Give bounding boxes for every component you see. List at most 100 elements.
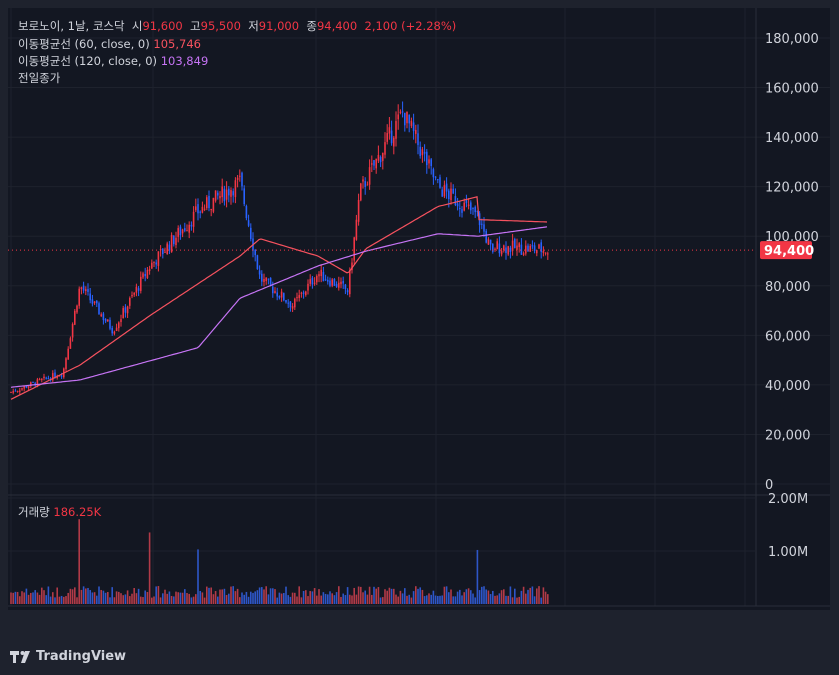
candle-body	[355, 219, 358, 240]
volume-bar	[47, 586, 50, 604]
candle-body	[496, 241, 498, 250]
volume-bar	[104, 592, 107, 604]
volume-bar	[527, 589, 529, 604]
volume-bar	[368, 586, 371, 604]
volume-bar	[159, 597, 162, 604]
ma120-label: 이동평균선 (120, close, 0)	[18, 54, 158, 68]
candle-body	[278, 296, 281, 298]
candle-body	[388, 127, 391, 134]
ma60-legend[interactable]: 이동평균선 (60, close, 0) 105,746	[18, 37, 201, 51]
volume-bar	[23, 592, 25, 604]
volume-bar	[21, 591, 23, 604]
volume-bar	[346, 587, 349, 604]
candle-body	[243, 188, 245, 205]
last-price-badge	[760, 241, 812, 260]
volume-bar	[373, 586, 375, 604]
candle-body	[529, 245, 531, 252]
candle-body	[36, 379, 39, 386]
volume-bar	[423, 596, 426, 604]
candle-body	[232, 191, 234, 196]
candle-body	[228, 188, 230, 196]
volume-bar	[232, 586, 234, 604]
volume-bar	[206, 586, 208, 604]
volume-bar	[349, 594, 351, 604]
volume-bar	[298, 586, 300, 604]
candle-body	[531, 245, 534, 247]
candle-body	[366, 184, 369, 186]
volume-bar	[353, 587, 355, 604]
volume-bar	[239, 597, 241, 604]
candle-body	[368, 167, 371, 185]
tradingview-logo[interactable]: TradingView	[10, 649, 126, 664]
volume-bar	[276, 597, 278, 604]
candle-body	[401, 111, 404, 113]
volume-bar	[476, 549, 479, 604]
candle-body	[135, 286, 138, 293]
candle-body	[16, 390, 19, 392]
volume-bar	[507, 595, 509, 604]
price-chart[interactable]: 180,000160,000140,000120,000100,00080,00…	[8, 8, 830, 610]
candle-body	[104, 318, 107, 322]
volume-bar	[419, 587, 421, 604]
candle-body	[30, 382, 32, 387]
volume-bar	[437, 595, 439, 604]
candle-body	[214, 190, 217, 201]
volume-bar	[333, 595, 336, 604]
candle-body	[23, 386, 25, 389]
volume-bar	[212, 594, 215, 604]
volume-bar	[296, 596, 298, 604]
volume-bar	[135, 593, 138, 604]
candle-body	[113, 331, 116, 334]
candle-body	[514, 239, 516, 248]
volume-bar	[236, 588, 239, 604]
volume-bar	[190, 597, 193, 604]
candle-body	[375, 158, 377, 169]
volume-bar	[536, 588, 538, 604]
volume-bar	[331, 593, 333, 604]
volume-bar	[388, 587, 391, 604]
volume-legend[interactable]: 거래량 186.25K	[18, 505, 101, 519]
volume-bar	[267, 594, 270, 604]
volume-bar	[285, 586, 287, 604]
candle-body	[527, 245, 529, 252]
candle-body	[247, 220, 250, 226]
volume-bar	[173, 596, 175, 604]
candle-body	[406, 111, 408, 124]
volume-bar	[525, 593, 527, 604]
candle-body	[538, 244, 540, 249]
candle-body	[272, 286, 274, 294]
chart-frame[interactable]: 180,000 160,000 140,000 120,000 100,000 80,00…	[8, 8, 830, 610]
volume-bar	[14, 591, 17, 604]
volume-bar	[327, 594, 329, 604]
volume-bar	[74, 587, 76, 604]
candle-body	[307, 283, 309, 291]
candle-body	[96, 300, 98, 304]
volume-bar	[30, 592, 32, 604]
candle-body	[102, 313, 105, 321]
volume-bar	[503, 589, 505, 604]
volume-bar	[351, 595, 353, 604]
candle-body	[43, 376, 45, 379]
volume-bar	[263, 589, 265, 604]
volume-bar	[93, 592, 96, 604]
volume-bar	[214, 591, 217, 604]
volume-bar	[531, 586, 534, 604]
volume-bar	[252, 592, 254, 604]
prev-close-legend[interactable]: 전일종가	[18, 71, 60, 85]
ma120-legend[interactable]: 이동평균선 (120, close, 0) 103,849	[18, 54, 208, 68]
volume-bar	[470, 590, 472, 604]
volume-bar	[342, 593, 344, 604]
volume-bar	[157, 586, 160, 604]
candle-body	[428, 159, 430, 164]
volume-bar	[441, 595, 443, 604]
candle-body	[261, 273, 263, 282]
candle-body	[126, 306, 129, 314]
candle-body	[294, 298, 296, 308]
volume-bar	[302, 590, 305, 604]
volume-bar	[49, 596, 52, 604]
candle-body	[212, 197, 215, 212]
brand-name: TradingView	[36, 649, 127, 664]
candle-body	[208, 195, 210, 209]
volume-bar	[184, 589, 186, 604]
candle-body	[289, 301, 292, 308]
